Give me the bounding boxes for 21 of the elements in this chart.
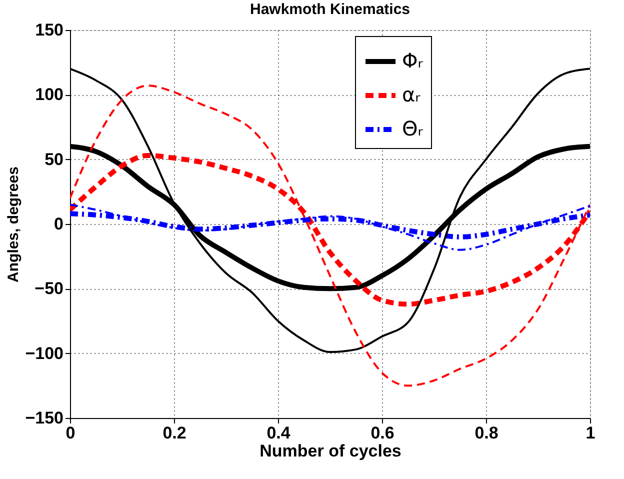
legend-label: Θᵣ xyxy=(402,116,424,140)
x-tick-label: 0.8 xyxy=(474,424,498,442)
x-tick-label: 0.4 xyxy=(266,424,291,442)
y-tick-label: −150 xyxy=(25,408,64,428)
line-series xyxy=(70,84,590,387)
x-tick-label: 0.6 xyxy=(370,424,394,442)
y-tick-label: 50 xyxy=(44,150,64,169)
x-axis-title: Number of cycles xyxy=(260,442,402,460)
y-tick-label: 150 xyxy=(35,20,64,40)
legend-label: αᵣ xyxy=(402,82,422,106)
legend-label: Φᵣ xyxy=(402,48,424,72)
y-tick-label: −100 xyxy=(25,344,64,363)
y-axis-title: Angles, degrees xyxy=(5,166,22,282)
y-tick-label: 100 xyxy=(35,85,64,104)
chart-title: Hawkmoth Kinematics xyxy=(250,1,410,18)
x-tick-label: 0.2 xyxy=(162,424,186,442)
line-series xyxy=(70,204,590,251)
y-tick-label: 0 xyxy=(54,214,64,234)
x-tick-label: 0 xyxy=(66,424,76,442)
x-tick-label: 1 xyxy=(586,424,596,442)
y-tick-label: −50 xyxy=(34,279,64,298)
